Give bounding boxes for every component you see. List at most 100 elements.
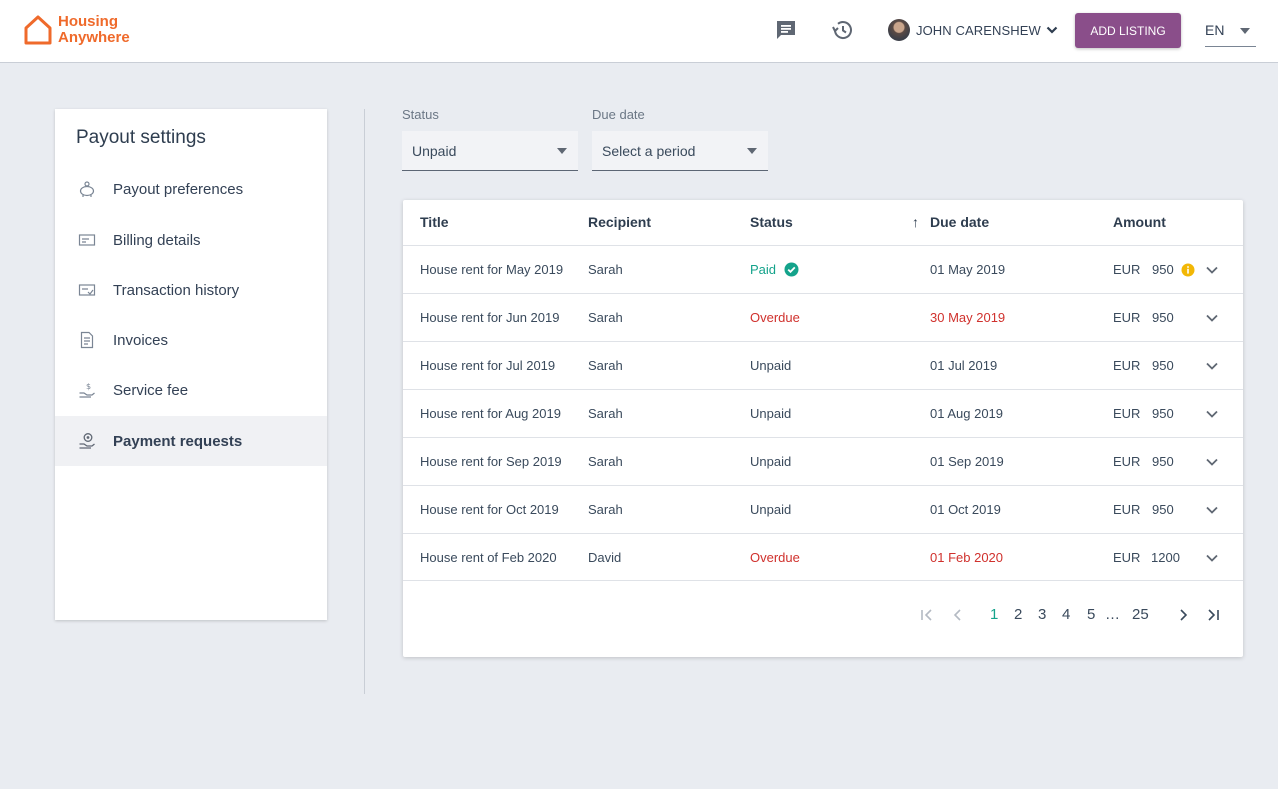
chat-bubble-icon[interactable]	[774, 18, 798, 42]
row-amount: 950	[1152, 310, 1174, 325]
sidebar-item-invoices[interactable]: Invoices	[55, 315, 327, 365]
caret-down-icon	[557, 148, 567, 154]
row-amount: 950	[1152, 406, 1174, 421]
page-5[interactable]: 5	[1087, 606, 1096, 623]
column-header-due-date[interactable]: Due date	[930, 214, 990, 230]
sidebar-item-payment-requests[interactable]: Payment requests	[55, 416, 327, 466]
expand-chevron-icon[interactable]	[1206, 506, 1218, 514]
sidebar-item-payout-preferences[interactable]: Payout preferences	[55, 164, 327, 214]
table-row[interactable]: House rent for Aug 2019 Sarah Unpaid 01 Aug…	[403, 390, 1243, 438]
next-page-icon[interactable]	[1176, 608, 1190, 622]
info-icon[interactable]	[1181, 263, 1195, 277]
payout-settings-sidebar: Payout settings Payout preferences Billi…	[55, 109, 327, 620]
row-recipient: Sarah	[588, 262, 623, 277]
column-header-recipient[interactable]: Recipient	[588, 214, 652, 230]
status-filter-value: Unpaid	[412, 143, 457, 159]
page-4[interactable]: 4	[1062, 606, 1071, 623]
check-circle-icon	[784, 262, 799, 277]
first-page-icon[interactable]	[920, 608, 934, 622]
row-status: Overdue	[750, 550, 800, 565]
row-recipient: Sarah	[588, 454, 623, 469]
status-filter-label: Status	[402, 107, 439, 122]
expand-chevron-icon[interactable]	[1206, 314, 1218, 322]
sidebar-item-billing-details[interactable]: Billing details	[55, 215, 327, 265]
sidebar-item-label: Payout preferences	[113, 180, 244, 198]
language-value: EN	[1205, 22, 1225, 38]
row-recipient: Sarah	[588, 406, 623, 421]
due-date-filter-select[interactable]: Select a period	[592, 131, 768, 171]
sidebar-item-service-fee[interactable]: $ Service fee	[55, 365, 327, 415]
row-status: Paid	[750, 262, 777, 277]
sidebar-item-label: Billing details	[113, 231, 201, 249]
page-last[interactable]: 25	[1132, 606, 1149, 623]
column-header-title[interactable]: Title	[420, 214, 449, 230]
row-due-date: 01 Oct 2019	[930, 502, 1001, 517]
logo-text-line2: Anywhere	[58, 29, 130, 46]
row-title: House rent for Aug 2019	[420, 406, 561, 421]
column-header-amount[interactable]: Amount	[1113, 214, 1166, 230]
page-3[interactable]: 3	[1038, 606, 1047, 623]
page-1[interactable]: 1	[990, 606, 999, 623]
row-amount: 950	[1152, 454, 1174, 469]
row-currency: EUR	[1113, 358, 1141, 373]
pagination-ellipsis: …	[1105, 606, 1120, 623]
row-recipient: Sarah	[588, 358, 623, 373]
logo-text-line1: Housing	[58, 13, 118, 30]
row-status: Unpaid	[750, 358, 792, 373]
card-icon	[78, 234, 96, 246]
row-recipient: David	[588, 550, 622, 565]
status-filter-select[interactable]: Unpaid	[402, 131, 578, 171]
row-recipient: Sarah	[588, 502, 623, 517]
row-due-date: 01 Feb 2020	[930, 550, 1004, 565]
pagination: 1 2 3 4 5 … 25	[403, 600, 1243, 630]
page-2[interactable]: 2	[1014, 606, 1023, 623]
sidebar-item-label: Transaction history	[113, 281, 240, 299]
sidebar-item-transaction-history[interactable]: Transaction history	[55, 265, 327, 315]
sort-ascending-icon[interactable]: ↑	[912, 214, 919, 230]
row-currency: EUR	[1113, 310, 1141, 325]
table-row[interactable]: House rent for Sep 2019 Sarah Unpaid 01 Sep…	[403, 438, 1243, 486]
expand-chevron-icon[interactable]	[1206, 362, 1218, 370]
sidebar-item-label: Invoices	[113, 331, 169, 349]
payment-requests-table: Title Recipient Status ↑ Due date Amount…	[403, 200, 1243, 657]
row-due-date: 30 May 2019	[930, 310, 1006, 325]
row-due-date: 01 Sep 2019	[930, 454, 1004, 469]
add-listing-button[interactable]: ADD LISTING	[1075, 13, 1181, 48]
table-row[interactable]: House rent for Jun 2019 Sarah Overdue 30 Ma…	[403, 294, 1243, 342]
previous-page-icon[interactable]	[951, 608, 965, 622]
expand-chevron-icon[interactable]	[1206, 410, 1218, 418]
user-name: JOHN CARENSHEW	[916, 22, 1041, 38]
row-status: Unpaid	[750, 406, 792, 421]
row-status: Overdue	[750, 310, 800, 325]
row-currency: EUR	[1113, 502, 1141, 517]
sidebar-item-label: Service fee	[113, 381, 189, 399]
last-page-icon[interactable]	[1206, 608, 1220, 622]
sidebar-title: Payout settings	[76, 127, 206, 148]
history-icon[interactable]	[830, 18, 854, 42]
table-row[interactable]: House rent of Feb 2020 David Overdue 01 Feb…	[403, 534, 1243, 581]
due-date-filter-label: Due date	[592, 107, 645, 122]
housing-anywhere-logo[interactable]: Housing Anywhere	[23, 14, 130, 46]
expand-chevron-icon[interactable]	[1206, 266, 1218, 274]
due-date-filter-value: Select a period	[602, 143, 696, 159]
document-icon	[80, 331, 94, 349]
row-title: House rent of Feb 2020	[420, 550, 557, 565]
row-status: Unpaid	[750, 502, 792, 517]
row-currency: EUR	[1113, 406, 1141, 421]
row-due-date: 01 Jul 2019	[930, 358, 998, 373]
row-title: House rent for Sep 2019	[420, 454, 562, 469]
row-amount: 950	[1152, 262, 1174, 277]
caret-down-icon	[747, 148, 757, 154]
language-select[interactable]: EN	[1205, 14, 1256, 47]
row-amount: 950	[1152, 502, 1174, 517]
expand-chevron-icon[interactable]	[1206, 458, 1218, 466]
table-row[interactable]: House rent for May 2019 Sarah Paid 01 May 2…	[403, 246, 1243, 294]
table-row[interactable]: House rent for Oct 2019 Sarah Unpaid 01 Oct…	[403, 486, 1243, 534]
user-menu[interactable]: JOHN CARENSHEW	[888, 19, 1058, 41]
table-row[interactable]: House rent for Jul 2019 Sarah Unpaid 01 Jul…	[403, 342, 1243, 390]
expand-chevron-icon[interactable]	[1206, 554, 1218, 562]
house-logo-icon	[24, 15, 52, 45]
row-currency: EUR	[1113, 262, 1141, 277]
column-header-status[interactable]: Status	[750, 214, 793, 230]
card-check-icon	[78, 284, 96, 296]
